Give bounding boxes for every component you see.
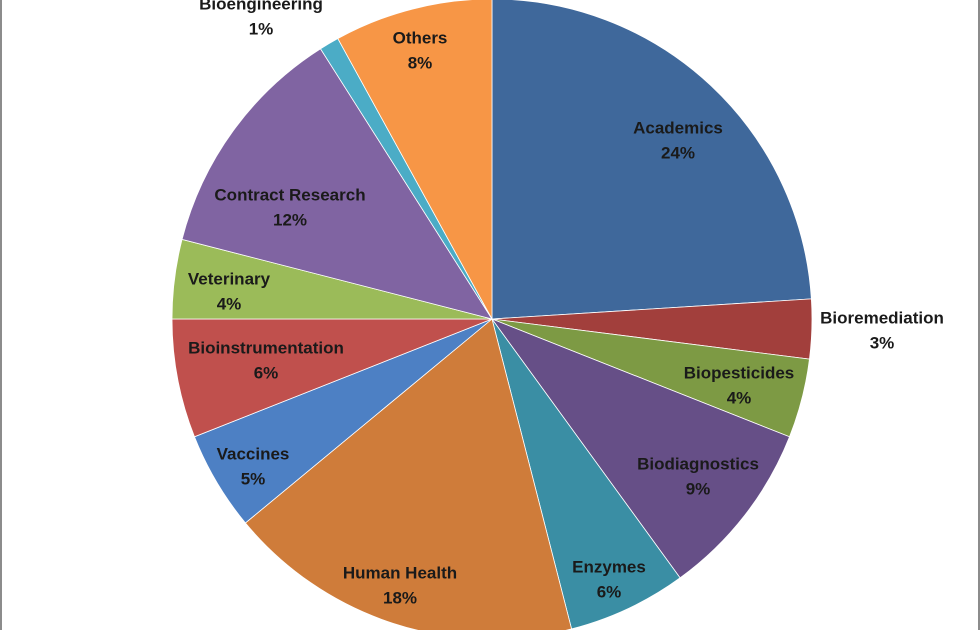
pie-labels: Academics 24% Bioremediation 3% Biopesticide… bbox=[188, 0, 944, 607]
slice-label-enzymes: Enzymes bbox=[572, 557, 646, 576]
slice-label-bioengineering: Bioengineering bbox=[199, 0, 323, 13]
slice-value-vaccines: 5% bbox=[241, 469, 266, 488]
pie-slice-biodiagnostics bbox=[490, 318, 791, 579]
slice-value-veterinary: 4% bbox=[217, 294, 242, 313]
slice-value-academics: 24% bbox=[661, 143, 695, 162]
slice-label-veterinary: Veterinary bbox=[188, 269, 271, 288]
slice-label-biodiagnostics: Biodiagnostics bbox=[637, 454, 759, 473]
slice-value-bioinstrumentation: 6% bbox=[254, 363, 279, 382]
slice-value-biopesticides: 4% bbox=[727, 388, 752, 407]
slice-label-bioremediation: Bioremediation bbox=[820, 308, 944, 327]
slice-label-vaccines: Vaccines bbox=[217, 444, 290, 463]
pie-slice-contract-research bbox=[181, 48, 493, 320]
slice-value-others: 8% bbox=[408, 53, 433, 72]
slice-label-human-health: Human Health bbox=[343, 563, 457, 582]
slice-value-human-health: 18% bbox=[383, 588, 417, 607]
slice-label-contract-research: Contract Research bbox=[214, 185, 365, 204]
pie-slice-bioinstrumentation bbox=[171, 318, 493, 438]
slice-value-enzymes: 6% bbox=[597, 582, 622, 601]
slice-label-bioinstrumentation: Bioinstrumentation bbox=[188, 338, 344, 357]
slice-label-academics: Academics bbox=[633, 118, 723, 137]
pie-slice-human-health bbox=[244, 318, 573, 630]
slice-value-biodiagnostics: 9% bbox=[686, 479, 711, 498]
slice-value-bioremediation: 3% bbox=[870, 333, 895, 352]
pie-slice-academics bbox=[491, 0, 812, 320]
slice-label-biopesticides: Biopesticides bbox=[684, 363, 795, 382]
pie-slice-enzymes bbox=[491, 318, 681, 630]
slice-value-contract-research: 12% bbox=[273, 210, 307, 229]
slice-label-others: Others bbox=[393, 28, 448, 47]
pie-slice-others bbox=[337, 0, 493, 320]
pie-slices bbox=[171, 0, 813, 630]
slice-value-bioengineering: 1% bbox=[249, 19, 274, 38]
